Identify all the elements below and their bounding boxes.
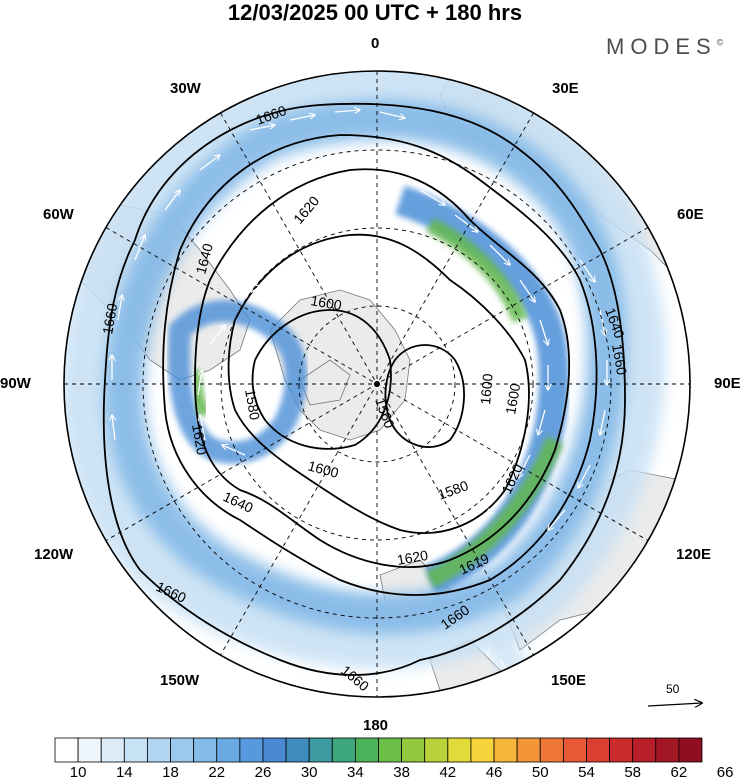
contour-1560 [384, 344, 465, 448]
vector-scale-arrow [647, 703, 702, 706]
contour-label: 1600 [306, 457, 340, 481]
contour-label: 1600 [309, 292, 343, 313]
contour-label: 1620 [189, 423, 210, 457]
lon-label-90w: 90W [0, 375, 31, 392]
colorbar-tick-label: 10 [69, 764, 87, 781]
contour-1600 [227, 233, 530, 534]
lon-label-90e: 90E [714, 375, 741, 392]
contour-label: 1620 [396, 547, 430, 568]
colorbar-tick-label: 26 [254, 764, 272, 781]
colorbar-tick-label: 14 [115, 764, 133, 781]
contour-label: 1600 [477, 373, 496, 406]
lon-label-0: 0 [371, 35, 380, 52]
modes-logo: MODES© [606, 34, 724, 59]
lon-label-60e: 60E [677, 206, 704, 223]
colorbar-tick-label: 50 [531, 764, 549, 781]
lon-label-150e: 150E [551, 672, 587, 689]
north-pole-marker [374, 381, 380, 387]
colorbar-tick-label: 58 [624, 764, 642, 781]
contour-label: 1580 [242, 388, 263, 422]
height-contours [102, 102, 626, 676]
contour-1580 [251, 309, 392, 450]
colorbar-tick-label: 38 [393, 764, 410, 781]
contour-1660 [102, 102, 626, 676]
contour-label: 1580 [436, 477, 471, 503]
colorbar-tick-label: 46 [485, 764, 503, 781]
lon-label-30w: 30W [170, 80, 201, 97]
contour-label: 1620 [290, 193, 322, 227]
colorbar-tick-label: 34 [347, 764, 364, 781]
contour-label: 1600 [502, 382, 523, 416]
lon-label-180: 180 [363, 717, 389, 734]
colorbar-tick-label: 42 [439, 764, 457, 781]
contour-label: 1660 [99, 302, 120, 336]
colorbar-tick-label: 18 [162, 764, 179, 781]
contour-label: 1640 [192, 241, 216, 275]
colorbar-tick-label: 30 [300, 764, 318, 781]
vector-scale-label: 50 [666, 682, 680, 696]
colorbar-tick-label: 66 [716, 764, 734, 781]
lon-label-120e: 120E [676, 546, 712, 563]
lon-label-120w: 120W [34, 546, 74, 563]
chart-title: 12/03/2025 00 UTC + 180 hrs [227, 0, 523, 25]
map-border [63, 70, 691, 698]
lon-label-150w: 150W [160, 672, 200, 689]
lon-label-30e: 30E [552, 80, 579, 97]
colorbar-tick-label: 54 [578, 764, 595, 781]
colorbar-tick-label: 22 [208, 764, 226, 781]
contour-label: 1660 [609, 343, 630, 377]
wind-vectors [112, 110, 607, 697]
colorbar-tick-label: 62 [670, 764, 688, 781]
lon-label-60w: 60W [43, 206, 74, 223]
landmass-arctic-islands [299, 359, 351, 406]
contour-1620 [194, 168, 570, 568]
contour-1640 [162, 134, 598, 596]
